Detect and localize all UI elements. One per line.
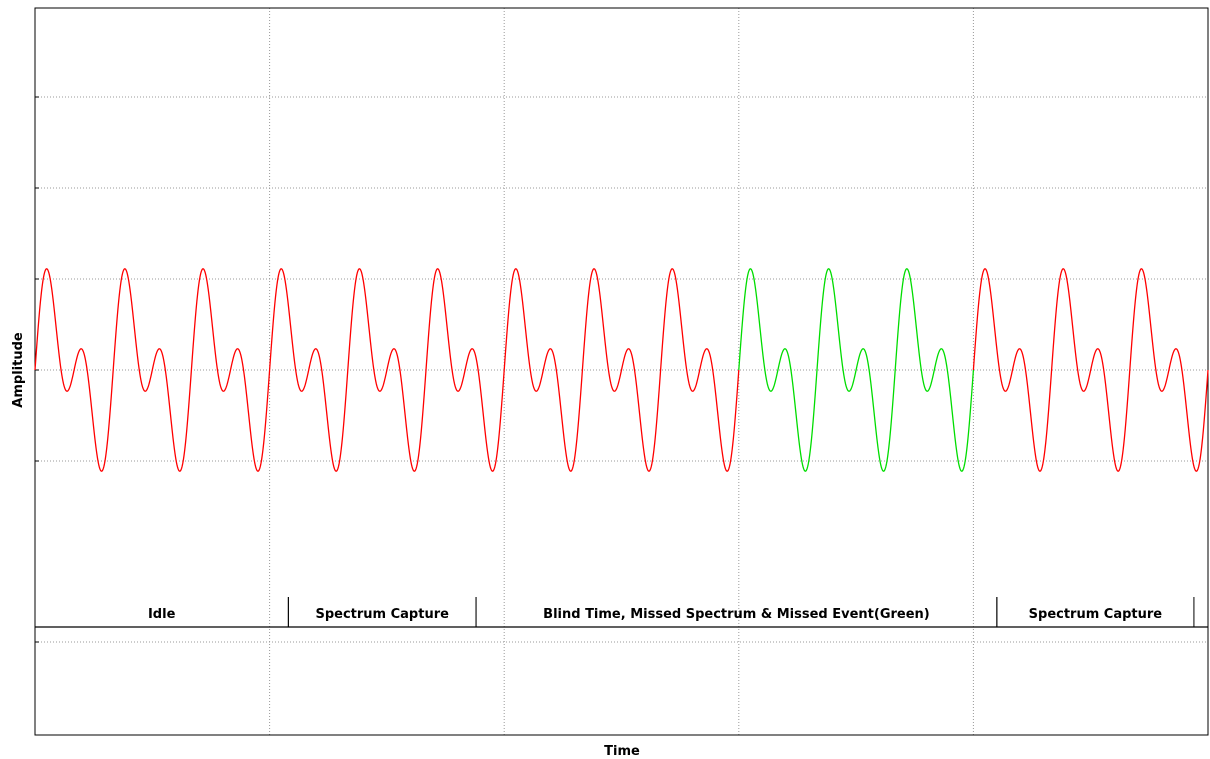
waveform-line-captured <box>34 268 740 472</box>
segment-label: Idle <box>148 607 176 622</box>
waveform-series <box>34 268 1209 472</box>
segment-annotations: Idle Spectrum Capture Blind Time, Missed S… <box>148 597 1195 627</box>
segment-label: Blind Time, Missed Spectrum & Missed Eve… <box>543 607 930 622</box>
x-axis-title: Time <box>604 744 640 759</box>
y-axis-title: Amplitude <box>11 332 26 408</box>
waveform-line-missed <box>738 268 975 472</box>
segment-label: Spectrum Capture <box>1029 607 1163 622</box>
waveform-line-captured <box>972 268 1209 472</box>
segment-label: Spectrum Capture <box>315 607 449 622</box>
